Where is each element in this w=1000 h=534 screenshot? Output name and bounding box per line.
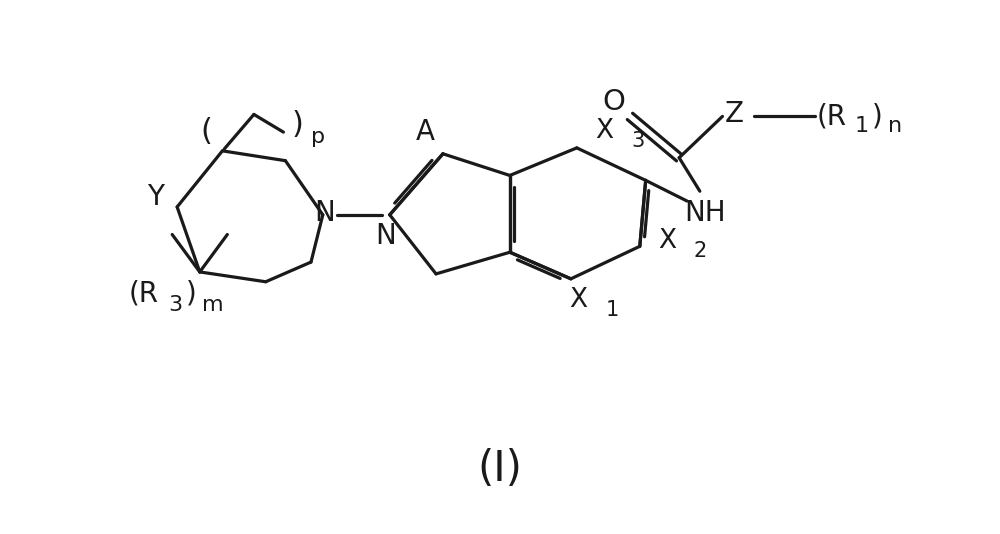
Text: Z: Z xyxy=(725,100,744,128)
Text: (I): (I) xyxy=(478,448,522,490)
Text: n: n xyxy=(888,116,902,136)
Text: N: N xyxy=(375,223,396,250)
Text: N: N xyxy=(314,199,335,227)
Text: 2: 2 xyxy=(694,241,707,261)
Text: O: O xyxy=(603,88,626,116)
Text: 3: 3 xyxy=(168,295,182,316)
Text: NH: NH xyxy=(684,199,726,227)
Text: ): ) xyxy=(186,280,197,308)
Text: 1: 1 xyxy=(605,300,619,320)
Text: 3: 3 xyxy=(631,131,644,151)
Text: (R: (R xyxy=(817,103,847,130)
Text: Y: Y xyxy=(147,183,164,211)
Text: ): ) xyxy=(872,103,883,130)
Text: ): ) xyxy=(291,110,303,139)
Text: (R: (R xyxy=(129,280,159,308)
Text: (: ( xyxy=(201,116,213,146)
Text: 1: 1 xyxy=(854,116,869,136)
Text: X: X xyxy=(595,118,613,144)
Text: p: p xyxy=(311,127,325,147)
Text: X: X xyxy=(658,229,676,254)
Text: m: m xyxy=(202,295,223,316)
Text: A: A xyxy=(416,118,435,146)
Text: X: X xyxy=(570,287,588,313)
